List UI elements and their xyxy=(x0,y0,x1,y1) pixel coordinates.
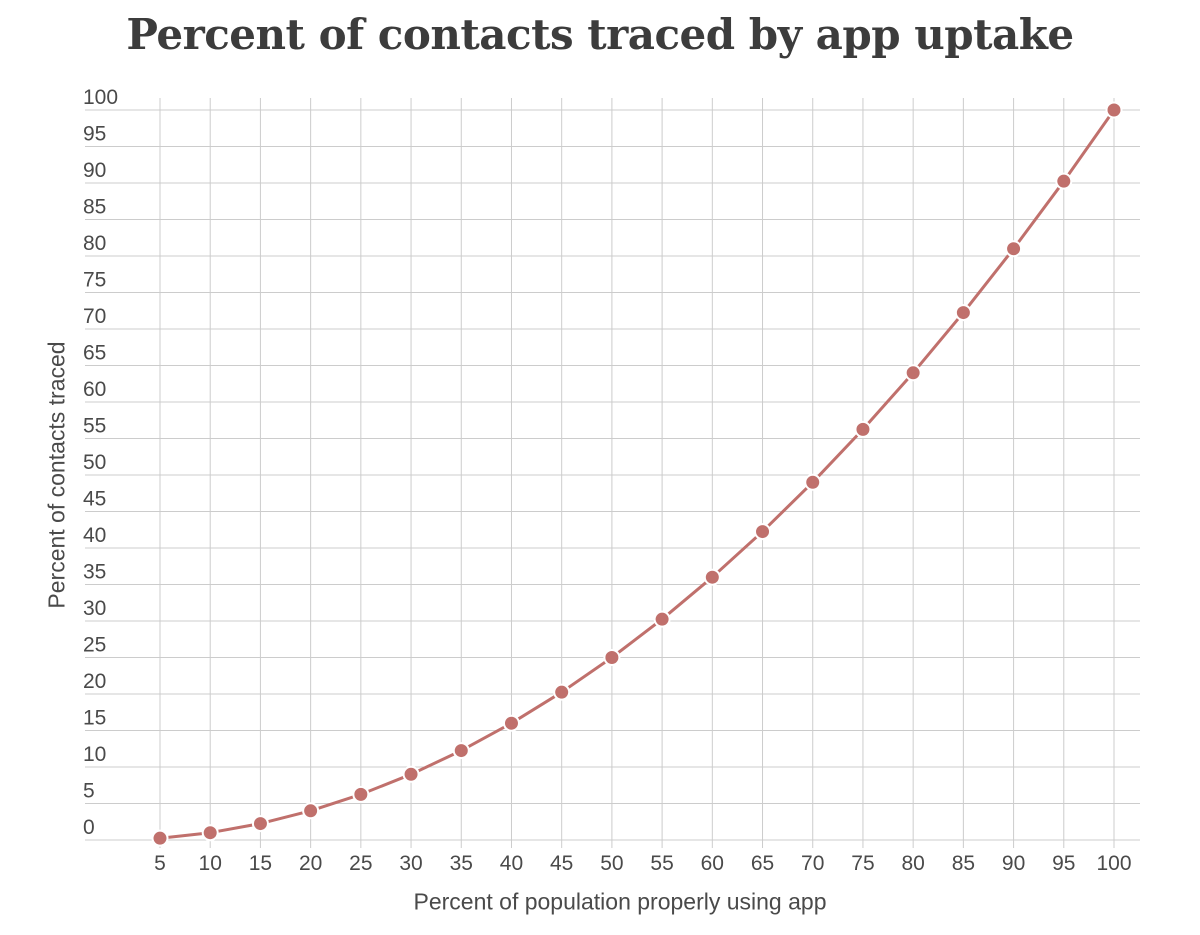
data-point xyxy=(251,815,269,833)
y-tick-label: 100 xyxy=(83,86,118,109)
y-tick-label: 75 xyxy=(83,269,106,292)
x-tick-label: 30 xyxy=(399,852,422,875)
data-point xyxy=(402,765,420,783)
y-tick-label: 60 xyxy=(83,378,106,401)
data-point xyxy=(1105,101,1123,119)
y-tick-label: 15 xyxy=(83,707,106,730)
data-point xyxy=(754,523,772,541)
x-tick-label: 65 xyxy=(751,852,774,875)
x-tick-label: 75 xyxy=(851,852,874,875)
data-point xyxy=(854,420,872,438)
y-tick-label: 70 xyxy=(83,305,106,328)
chart-title: Percent of contacts traced by app uptake xyxy=(126,10,1074,59)
data-point xyxy=(452,742,470,760)
data-point xyxy=(703,568,721,586)
data-point xyxy=(502,714,520,732)
data-point xyxy=(352,785,370,803)
x-tick-label: 25 xyxy=(349,852,372,875)
x-tick-label: 90 xyxy=(1002,852,1025,875)
y-tick-label: 5 xyxy=(83,780,95,803)
y-tick-labels: 0 5 10 15 20 25 30 35 40 45 50 55 60 65 70 75 80 85 90 95 10… xyxy=(83,86,118,839)
data-point xyxy=(151,829,169,847)
x-tick-label: 100 xyxy=(1096,852,1131,875)
y-tick-label: 35 xyxy=(83,561,106,584)
x-tick-labels: 5 10 15 20 25 30 35 40 45 50 55 60 65 70 75 80 85 90 95 100 xyxy=(154,852,1131,875)
x-tick-label: 35 xyxy=(450,852,473,875)
x-tick-label: 55 xyxy=(650,852,673,875)
data-point xyxy=(1005,240,1023,258)
grid-lines xyxy=(85,98,1140,848)
x-tick-label: 20 xyxy=(299,852,322,875)
x-tick-label: 70 xyxy=(801,852,824,875)
y-tick-label: 30 xyxy=(83,597,106,620)
x-tick-label: 50 xyxy=(600,852,623,875)
x-tick-label: 10 xyxy=(199,852,222,875)
data-point xyxy=(1055,172,1073,190)
x-tick-label: 15 xyxy=(249,852,272,875)
y-tick-label: 95 xyxy=(83,123,106,146)
y-tick-label: 85 xyxy=(83,196,106,219)
data-point xyxy=(804,473,822,491)
x-tick-label: 95 xyxy=(1052,852,1075,875)
y-tick-label: 25 xyxy=(83,634,106,657)
y-tick-label: 10 xyxy=(83,743,106,766)
y-tick-label: 55 xyxy=(83,415,106,438)
y-tick-label: 80 xyxy=(83,232,106,255)
series-line xyxy=(159,109,1116,840)
y-tick-label: 90 xyxy=(83,159,106,182)
x-tick-label: 5 xyxy=(154,852,166,875)
data-point xyxy=(954,304,972,322)
x-axis-label: Percent of population properly using app xyxy=(413,888,827,915)
data-point xyxy=(603,649,621,666)
x-tick-label: 45 xyxy=(550,852,573,875)
y-tick-label: 65 xyxy=(83,342,106,365)
y-tick-label: 50 xyxy=(83,451,106,474)
data-point xyxy=(904,364,922,382)
data-point xyxy=(302,802,320,820)
data-point xyxy=(653,610,671,628)
data-point xyxy=(553,683,571,701)
x-tick-label: 60 xyxy=(701,852,724,875)
x-tick-label: 80 xyxy=(901,852,924,875)
y-tick-label: 45 xyxy=(83,488,106,511)
y-tick-label: 0 xyxy=(83,816,95,839)
data-point xyxy=(201,824,219,842)
y-tick-label: 40 xyxy=(83,524,106,547)
data-points xyxy=(151,101,1123,847)
x-tick-label: 40 xyxy=(500,852,523,875)
y-tick-label: 20 xyxy=(83,670,106,693)
x-tick-label: 85 xyxy=(952,852,975,875)
